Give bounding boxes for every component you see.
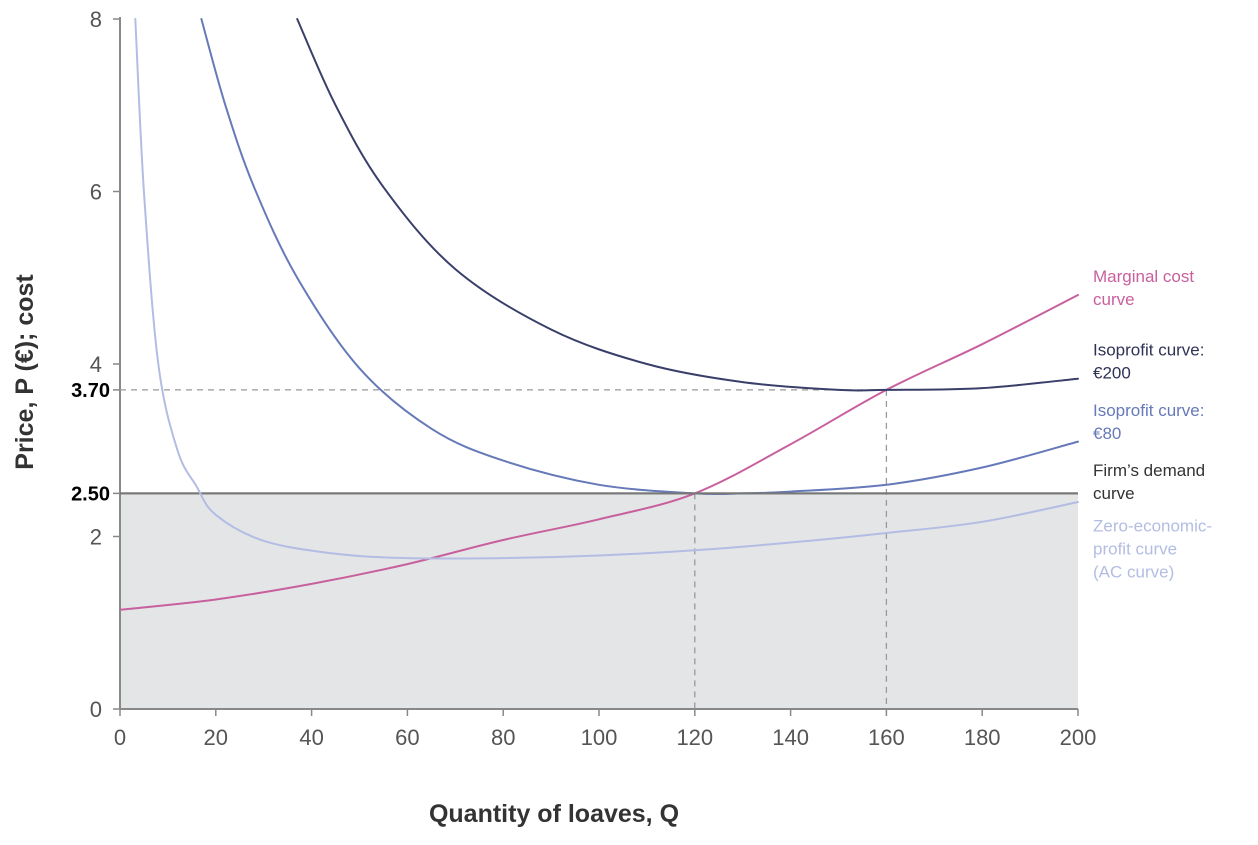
- legend-marginal-cost-line: curve: [1093, 290, 1135, 309]
- y-tick-label: 4: [90, 352, 102, 377]
- legend-ac-line: Zero-economic-: [1093, 516, 1212, 535]
- legend-ac-line: (AC curve): [1093, 562, 1174, 581]
- y-tick-label: 8: [90, 7, 102, 32]
- legend-demand-line: Firm’s demand: [1093, 461, 1205, 480]
- reference-label: 2.50: [71, 483, 110, 505]
- x-axis-title: Quantity of loaves, Q: [429, 800, 679, 828]
- x-tick-label: 0: [114, 725, 126, 750]
- x-tick-label: 120: [676, 725, 713, 750]
- y-axis-title: Price, P (€); cost: [11, 274, 39, 470]
- legend-marginal-cost-line: Marginal cost: [1093, 267, 1194, 286]
- x-tick-label: 20: [204, 725, 228, 750]
- legend-demand-line: curve: [1093, 484, 1135, 503]
- isoprofit-curve-200: [296, 18, 1079, 392]
- legend-isoprofit-200-line: €200: [1093, 363, 1131, 382]
- legend-isoprofit-200-line: Isoprofit curve:: [1093, 340, 1205, 359]
- x-tick-label: 80: [491, 725, 515, 750]
- shaded-region: [120, 493, 1078, 709]
- x-tick-label: 200: [1060, 725, 1097, 750]
- x-tick-label: 180: [964, 725, 1001, 750]
- y-tick-label: 2: [90, 525, 102, 550]
- x-tick-label: 160: [868, 725, 905, 750]
- x-tick-label: 100: [581, 725, 618, 750]
- y-tick-label: 6: [90, 180, 102, 205]
- isoprofit-curve-80: [200, 18, 1079, 496]
- legend-ac-line: profit curve: [1093, 539, 1177, 558]
- x-tick-label: 40: [299, 725, 323, 750]
- legend-isoprofit-80-line: €80: [1093, 424, 1121, 443]
- legend-isoprofit-80-line: Isoprofit curve:: [1093, 401, 1205, 420]
- ac-curve: [134, 18, 1079, 560]
- curves-group: [120, 18, 1079, 611]
- y-tick-label: 0: [90, 697, 102, 722]
- x-tick-label: 60: [395, 725, 419, 750]
- marginal-cost-curve: [120, 294, 1079, 611]
- reference-label: 3.70: [71, 380, 110, 402]
- x-tick-label: 140: [772, 725, 809, 750]
